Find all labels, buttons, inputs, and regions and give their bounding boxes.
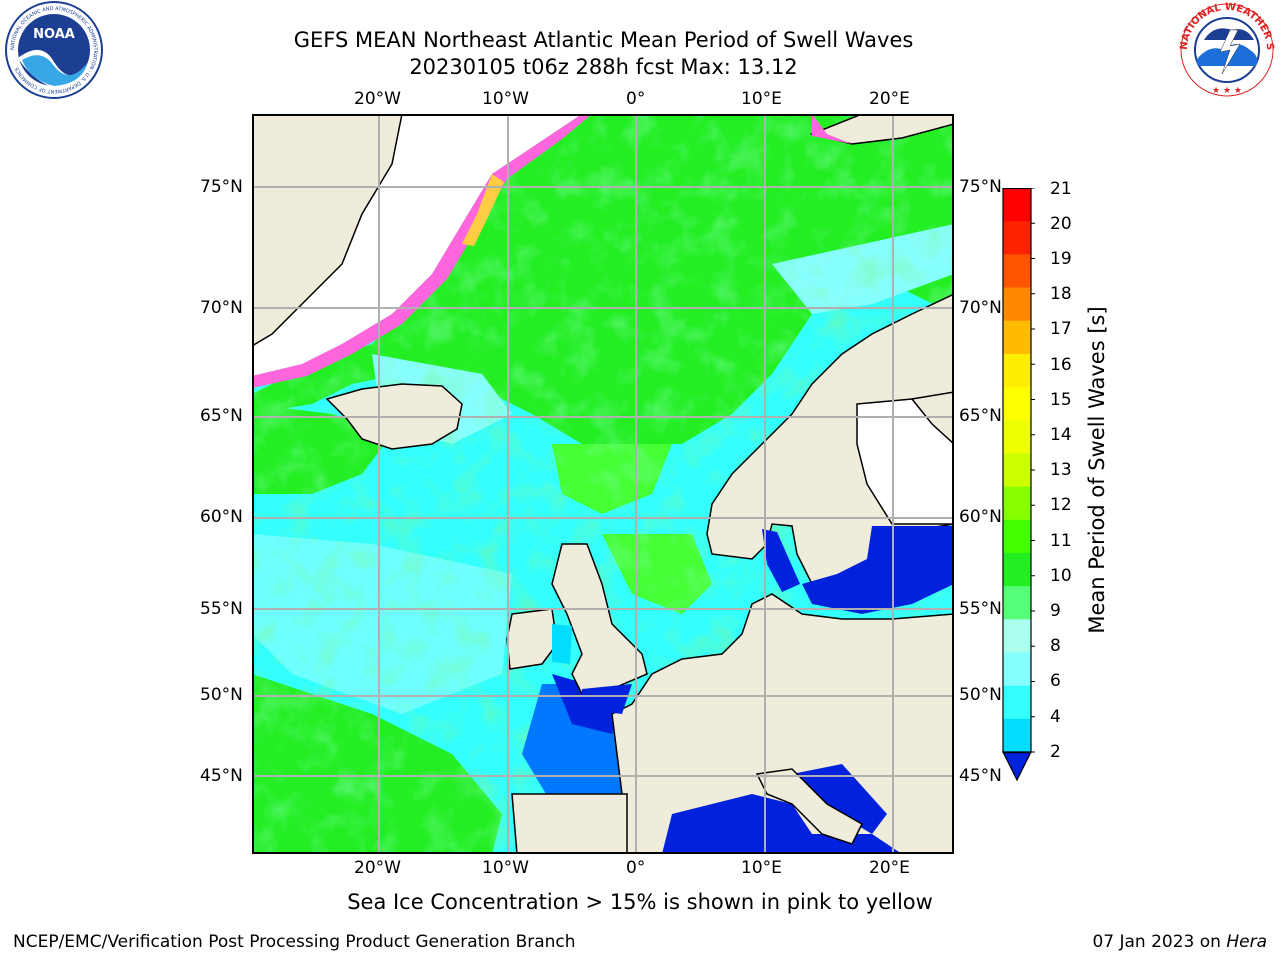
colorbar-tick-label: 20 [1050,214,1072,234]
nws-logo: NATIONAL WEATHER SERVICE ★ ★ ★ [1174,0,1275,97]
lat-label-left: 50°N [200,685,243,705]
lat-label-right: 65°N [959,406,1002,426]
lat-label-left: 60°N [200,507,243,527]
sea-ice-caption: Sea Ice Concentration > 15% is shown in … [347,890,933,914]
lat-label-left: 45°N [200,766,243,786]
footer-host: Hera [1226,932,1267,952]
colorbar-title: Mean Period of Swell Waves [s] [1085,306,1109,634]
colorbar-segment [1003,519,1031,554]
colorbar-tick-label: 21 [1050,179,1072,199]
lon-label-top: 10°W [482,89,529,109]
colorbar-segment [1003,586,1031,620]
baltic-sea [802,526,954,614]
colorbar-segment [1003,221,1031,255]
graticule [252,114,954,854]
colorbar-segment [1003,387,1031,421]
colorbar-segment [1003,453,1031,488]
colorbar-tick-label: 4 [1050,707,1061,727]
lat-label-right: 45°N [959,766,1002,786]
colorbar-tick-label: 9 [1050,601,1061,621]
greenland-land [252,114,403,347]
lat-label-left: 75°N [200,177,243,197]
lon-label-bottom: 20°E [869,858,910,878]
noaa-logo-text: NOAA [33,27,75,42]
italy [755,768,863,845]
colorbar-segment [1003,287,1031,322]
colorbar-segment [1003,353,1031,388]
map-frame [252,114,954,854]
colorbar-tick-label: 6 [1050,671,1061,691]
colorbar-tick-label: 2 [1050,742,1061,762]
lon-label-bottom: 10°W [482,858,529,878]
colorbar-tick-label: 18 [1050,284,1072,304]
lat-label-right: 55°N [959,599,1002,619]
lat-label-right: 70°N [959,298,1002,318]
colorbar-segment [1003,552,1031,587]
colorbar-segment [1003,254,1031,289]
iberia [511,793,628,854]
colorbar-tick-label: 17 [1050,319,1072,339]
lon-label-bottom: 0° [626,858,646,878]
colorbar-tick-label: 19 [1050,249,1072,269]
colorbar-tick-label: 14 [1050,425,1072,445]
lat-label-right: 60°N [959,507,1002,527]
lat-label-right: 75°N [959,177,1002,197]
chart-title: GEFS MEAN Northeast Atlantic Mean Period… [293,28,914,52]
colorbar-tick-label: 11 [1050,531,1072,551]
colorbar-tick-label: 15 [1050,390,1072,410]
colorbar-tick-label: 10 [1050,566,1072,586]
colorbar-tick-label: 12 [1050,495,1072,515]
lon-label-top: 10°E [741,89,782,109]
colorbar-segment [1003,718,1031,753]
footer-date: 07 Jan 2023 on Hera [1092,932,1267,952]
chart-subtitle: 20230105 t06z 288h fcst Max: 13.12 [409,55,798,79]
lon-label-bottom: 20°W [354,858,401,878]
colorbar-segment [1003,652,1031,687]
noaa-logo: NOAA NATIONAL OCEANIC AND ATMOSPHERIC AD… [5,1,103,99]
colorbar-segment [1003,685,1031,720]
lat-label-left: 55°N [200,599,243,619]
colorbar-extend-triangle [1002,751,1032,782]
lat-label-right: 50°N [959,685,1002,705]
lon-label-top: 20°E [869,89,910,109]
colorbar-segment [1003,619,1031,653]
lat-label-left: 70°N [200,298,243,318]
lon-label-bottom: 10°E [741,858,782,878]
colorbar-segment [1003,486,1031,521]
lon-label-top: 0° [626,89,646,109]
colorbar-segment [1003,188,1031,222]
map-canvas [252,114,954,854]
lon-label-top: 20°W [354,89,401,109]
colorbar [1002,188,1035,782]
colorbar-segment [1003,420,1031,454]
colorbar-tick-label: 8 [1050,636,1061,656]
colorbar-tick-label: 16 [1050,355,1072,375]
svg-text:★ ★ ★: ★ ★ ★ [1212,86,1242,96]
colorbar-segment [1003,320,1031,355]
colorbar-tick-label: 13 [1050,460,1072,480]
lat-label-left: 65°N [200,406,243,426]
footer-credit: NCEP/EMC/Verification Post Processing Pr… [13,932,576,952]
swell-period-map [252,114,954,854]
